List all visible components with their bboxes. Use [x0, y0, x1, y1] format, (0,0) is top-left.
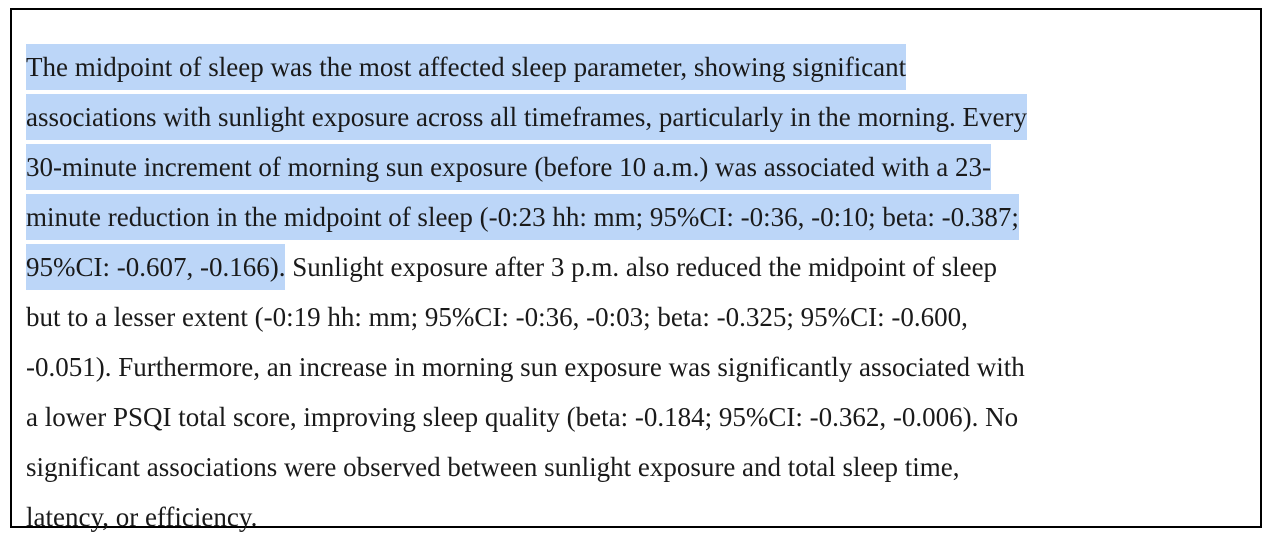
selected-text[interactable]: minute reduction in the midpoint of slee…	[26, 194, 1019, 240]
text-line: 30-minute increment of morning sun expos…	[26, 142, 1027, 192]
text-line: latency, or efficiency.	[26, 492, 1027, 542]
text-line: 95%CI: -0.607, -0.166). Sunlight exposur…	[26, 242, 1027, 292]
text[interactable]: significant associations were observed b…	[26, 452, 960, 482]
text-box: The midpoint of sleep was the most affec…	[10, 8, 1262, 532]
selected-text[interactable]: associations with sunlight exposure acro…	[26, 94, 1028, 140]
text[interactable]: but to a lesser extent (-0:19 hh: mm; 95…	[26, 302, 968, 332]
text-line: a lower PSQI total score, improving slee…	[26, 392, 1027, 442]
text-line: significant associations were observed b…	[26, 442, 1027, 492]
text[interactable]: -0.051). Furthermore, an increase in mor…	[26, 352, 1025, 382]
text[interactable]: latency, or efficiency.	[26, 502, 258, 532]
text[interactable]: a lower PSQI total score, improving slee…	[26, 402, 1019, 432]
paragraph: The midpoint of sleep was the most affec…	[26, 42, 1028, 542]
text-line: associations with sunlight exposure acro…	[26, 92, 1028, 142]
text-line: minute reduction in the midpoint of slee…	[26, 192, 1027, 242]
text-line: -0.051). Furthermore, an increase in mor…	[26, 342, 1027, 392]
selected-text[interactable]: 95%CI: -0.607, -0.166).	[26, 244, 286, 290]
text-line: but to a lesser extent (-0:19 hh: mm; 95…	[26, 292, 1027, 342]
text[interactable]: Sunlight exposure after 3 p.m. also redu…	[285, 252, 998, 282]
selected-text[interactable]: The midpoint of sleep was the most affec…	[26, 44, 907, 90]
text-line: The midpoint of sleep was the most affec…	[26, 42, 1027, 92]
selected-text[interactable]: 30-minute increment of morning sun expos…	[26, 144, 991, 190]
